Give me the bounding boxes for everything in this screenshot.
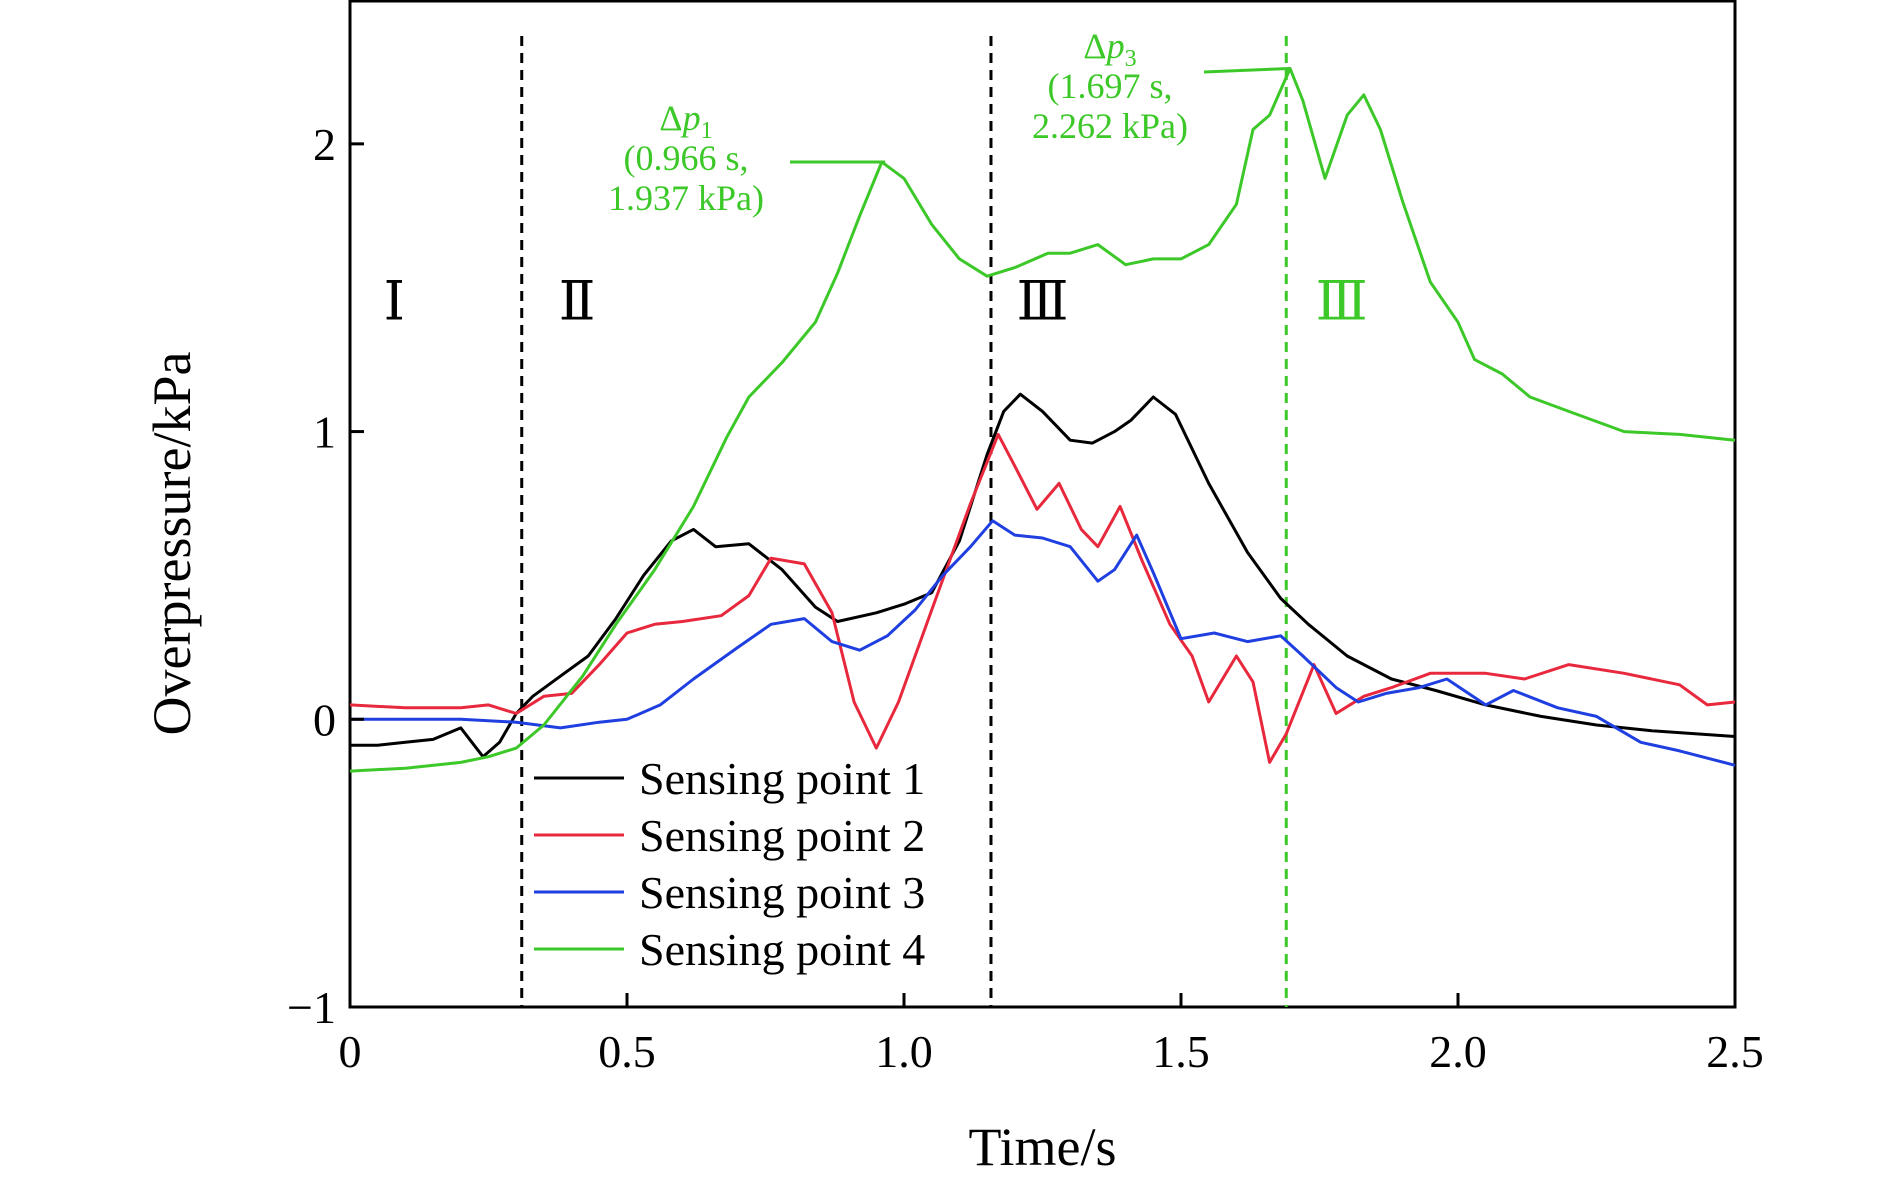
y-tick-label: 0 (313, 694, 336, 745)
peak-annotation-2: Δp3(1.697 s,2.262 kPa) (1032, 26, 1291, 146)
series-line-4 (349, 67, 1736, 773)
series-line-2 (349, 432, 1736, 764)
annotation-delta-label: Δp1 (659, 98, 712, 144)
y-axis-title: Overpressure/kPa (142, 352, 202, 736)
y-axis-ticks: −1 0 1 2 (287, 119, 364, 1033)
y-tick-label: −1 (287, 982, 336, 1033)
y-tick-label: 1 (313, 407, 336, 458)
series-line-1 (350, 392, 1736, 759)
annotation-pressure: 2.262 kPa) (1032, 106, 1188, 146)
series-line-3 (350, 519, 1736, 767)
stage-label: Ⅲ (1016, 271, 1068, 331)
legend-label-2: Sensing point 2 (639, 810, 925, 861)
annotation-pressure: 1.937 kPa) (608, 178, 764, 218)
x-tick-label: 1.5 (1152, 1026, 1210, 1077)
legend-label-4: Sensing point 4 (639, 924, 925, 975)
x-tick-label: 2.0 (1429, 1026, 1487, 1077)
x-axis-ticks: 0 0.5 1.0 1.5 2.0 2.5 (339, 993, 1764, 1077)
annotation-time: (1.697 s, (1048, 66, 1173, 106)
plot-area: Ⅰ Ⅱ Ⅲ Ⅲ Δp1(0.966 s,1.937 kPa) Δp3(1.697 s,2.… (348, 0, 1737, 1009)
legend: Sensing point 1 Sensing point 2 Sensing po… (534, 753, 925, 975)
stage-label: Ⅰ (384, 271, 405, 331)
x-tick-label: 2.5 (1706, 1026, 1764, 1077)
x-axis-title: Time/s (968, 1117, 1116, 1177)
y-tick-label: 2 (313, 119, 336, 170)
annotation-delta-label: Δp3 (1083, 26, 1136, 72)
stage-label: Ⅲ (1316, 271, 1368, 331)
peak-annotation-1: Δp1(0.966 s,1.937 kPa) (608, 98, 886, 218)
x-tick-label: 0.5 (598, 1026, 656, 1077)
x-tick-label: 0 (339, 1026, 362, 1077)
annotation-leader-line (1203, 66, 1291, 74)
plot-frame (348, 0, 1737, 1009)
legend-label-1: Sensing point 1 (639, 753, 925, 804)
x-tick-label: 1.0 (875, 1026, 933, 1077)
legend-label-3: Sensing point 3 (639, 867, 925, 918)
stage-label: Ⅱ (559, 271, 596, 331)
annotation-time: (0.966 s, (624, 138, 749, 178)
